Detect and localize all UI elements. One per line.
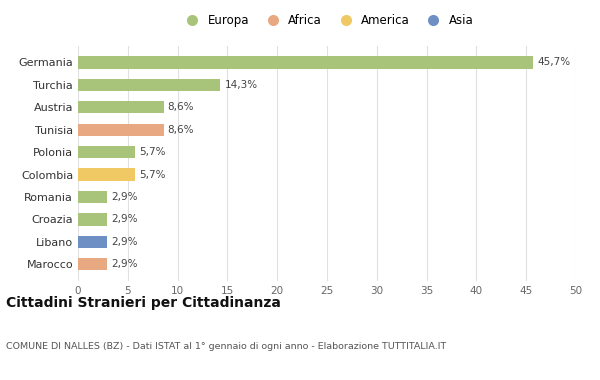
Bar bbox=[78, 258, 107, 271]
Bar bbox=[78, 191, 107, 203]
Legend: Europa, Africa, America, Asia: Europa, Africa, America, Asia bbox=[176, 9, 478, 32]
Text: COMUNE DI NALLES (BZ) - Dati ISTAT al 1° gennaio di ogni anno - Elaborazione TUT: COMUNE DI NALLES (BZ) - Dati ISTAT al 1°… bbox=[6, 342, 446, 351]
Bar bbox=[78, 168, 135, 181]
Text: 5,7%: 5,7% bbox=[139, 169, 165, 180]
Text: 2,9%: 2,9% bbox=[111, 192, 137, 202]
Bar bbox=[78, 124, 164, 136]
Text: 14,3%: 14,3% bbox=[224, 80, 257, 90]
Text: Cittadini Stranieri per Cittadinanza: Cittadini Stranieri per Cittadinanza bbox=[6, 296, 281, 310]
Text: 8,6%: 8,6% bbox=[167, 102, 194, 112]
Bar bbox=[78, 101, 164, 114]
Bar bbox=[78, 56, 533, 69]
Text: 2,9%: 2,9% bbox=[111, 214, 137, 225]
Bar bbox=[78, 79, 220, 91]
Bar bbox=[78, 213, 107, 226]
Text: 2,9%: 2,9% bbox=[111, 259, 137, 269]
Text: 8,6%: 8,6% bbox=[167, 125, 194, 135]
Bar bbox=[78, 236, 107, 248]
Text: 45,7%: 45,7% bbox=[537, 57, 570, 68]
Bar bbox=[78, 146, 135, 158]
Text: 5,7%: 5,7% bbox=[139, 147, 165, 157]
Text: 2,9%: 2,9% bbox=[111, 237, 137, 247]
